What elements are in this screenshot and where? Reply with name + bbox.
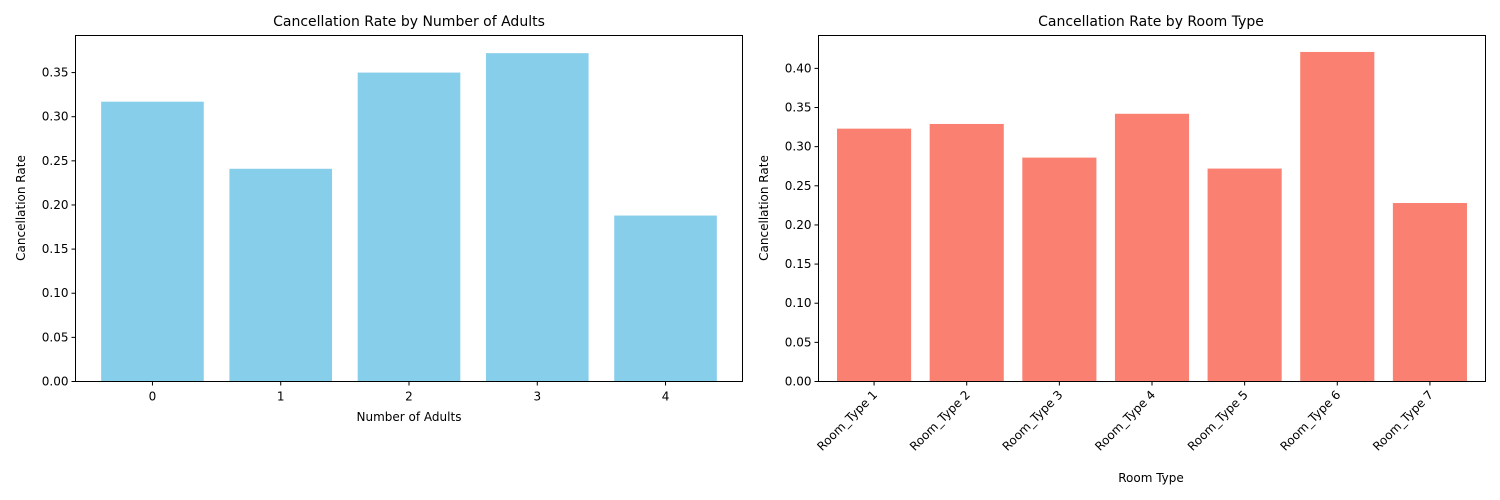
y-tick-label: 0.15 <box>42 242 69 256</box>
x-tick-label: 0 <box>149 390 157 404</box>
bar <box>485 53 589 382</box>
bar <box>357 72 461 382</box>
bar <box>101 101 204 382</box>
y-tick-label: 0.35 <box>785 101 812 115</box>
bar <box>929 123 1004 382</box>
y-axis-label: Cancellation Rate <box>757 155 771 261</box>
x-tick-label: Room_Type 4 <box>1092 388 1158 454</box>
bar <box>1300 51 1375 382</box>
y-tick-label: 0.30 <box>42 110 69 124</box>
bar <box>1114 113 1190 382</box>
x-tick-label: 3 <box>533 390 541 404</box>
x-axis-ticks: 0 1 2 3 4 <box>149 381 670 404</box>
y-axis-ticks: 0.00 0.05 0.10 0.15 0.20 0.25 0.30 0.35 0.40 <box>785 61 819 389</box>
y-tick-label: 0.05 <box>42 330 69 344</box>
bars <box>101 53 717 382</box>
y-tick-label: 0.25 <box>42 154 69 168</box>
x-tick-label: Room_Type 5 <box>1185 388 1251 454</box>
y-tick-label: 0.00 <box>785 375 812 389</box>
chart-title: Cancellation Rate by Room Type <box>1038 14 1264 30</box>
y-tick-label: 0.15 <box>785 257 812 271</box>
x-tick-label: 2 <box>405 390 413 404</box>
y-tick-label: 0.00 <box>42 375 69 389</box>
x-axis-label: Room Type <box>1118 471 1184 485</box>
y-tick-label: 0.35 <box>42 66 69 80</box>
chart-cancellation-by-room-type: Cancellation Rate by Room Type 0.000.050… <box>757 14 1486 485</box>
chart-title: Cancellation Rate by Number of Adults <box>273 14 545 30</box>
x-tick-label: Room_Type 2 <box>907 388 973 454</box>
x-axis-ticks: Room_Type 1 Room_Type 2 Room_Type 3 Room_Ty… <box>814 381 1436 454</box>
y-tick-label: 0.20 <box>785 218 812 232</box>
bars <box>837 51 1467 382</box>
x-tick-label: 1 <box>277 390 285 404</box>
y-tick-label: 0.20 <box>42 198 69 212</box>
y-axis-label: Cancellation Rate <box>14 155 28 261</box>
y-tick-label: 0.40 <box>785 61 812 75</box>
y-tick-label: 0.10 <box>785 296 812 310</box>
bar <box>837 128 912 382</box>
bar <box>1022 157 1097 382</box>
y-tick-label: 0.30 <box>785 140 812 154</box>
y-axis-ticks: 0.00 0.05 0.10 0.15 0.20 0.25 0.30 0.35 <box>42 66 76 389</box>
y-tick-label: 0.25 <box>785 179 812 193</box>
bar <box>229 168 333 382</box>
bar <box>1392 203 1467 382</box>
x-tick-label: Room_Type 6 <box>1278 388 1344 454</box>
x-tick-label: 4 <box>662 390 670 404</box>
chart-cancellation-by-adults: Cancellation Rate by Number of Adults 0.… <box>14 14 743 424</box>
y-tick-label: 0.05 <box>785 335 812 349</box>
x-tick-label: Room_Type 7 <box>1370 388 1436 454</box>
x-tick-label: Room_Type 1 <box>814 388 880 454</box>
bar <box>614 215 717 382</box>
bar <box>1207 168 1282 382</box>
x-axis-label: Number of Adults <box>357 410 462 424</box>
x-tick-label: Room_Type 3 <box>1000 388 1066 454</box>
y-tick-label: 0.10 <box>42 286 69 300</box>
plot-frame <box>818 35 1486 382</box>
plot-frame <box>75 35 743 382</box>
